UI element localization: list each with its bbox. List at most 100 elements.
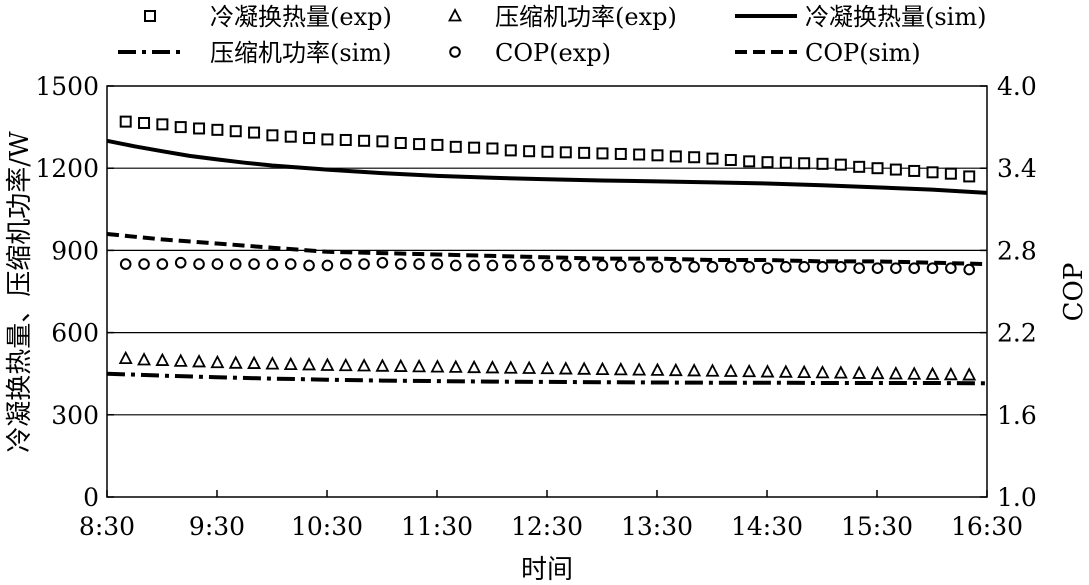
series-2-point xyxy=(503,360,518,374)
series-2-point xyxy=(118,350,133,365)
y-right-tick-label: 2.2 xyxy=(997,319,1037,348)
series-1-point xyxy=(339,133,352,146)
y-left-tick-label: 600 xyxy=(51,319,99,348)
legend-label: COP(exp) xyxy=(495,39,611,67)
series-1-point xyxy=(321,133,334,146)
series-1-point xyxy=(871,162,884,175)
legend-label: 冷凝换热量(exp) xyxy=(210,3,392,31)
series-1-point xyxy=(926,166,939,179)
series-1-point xyxy=(504,144,517,157)
series-5-point xyxy=(339,258,352,270)
tick-labels: 0 1.0 300 1.6 600 2.2 900 2.8 1200 3.4 1500 4.0 8:30… xyxy=(35,72,1036,541)
series-2-point xyxy=(247,355,262,369)
series-5-point xyxy=(688,261,700,273)
series-1-point xyxy=(669,150,682,163)
series-5-point xyxy=(119,258,132,270)
series-2-point xyxy=(925,366,940,380)
x-tick-label: 15:30 xyxy=(841,512,913,541)
series-1-point xyxy=(688,151,701,164)
series-2-point xyxy=(228,355,243,369)
y-right-tick-label: 4.0 xyxy=(997,72,1037,101)
series-5-point xyxy=(853,262,865,275)
series-5-point xyxy=(578,259,590,272)
y-axis-left-label: 冷凝换热量、压缩机功率/W xyxy=(5,131,35,453)
series-2-point xyxy=(192,353,207,368)
x-axis-label: 时间 xyxy=(521,555,573,585)
series-1-point xyxy=(229,125,242,138)
series-1-point xyxy=(743,155,756,168)
axis-ticks xyxy=(106,85,988,498)
series-5-point xyxy=(633,261,645,273)
series-5-point xyxy=(963,263,976,276)
series-1-point xyxy=(523,145,536,158)
series-1-point xyxy=(614,147,627,160)
series-2-point xyxy=(595,361,610,375)
legend-swatch xyxy=(449,46,461,58)
legend-swatch xyxy=(448,8,462,22)
series-2-point xyxy=(485,360,500,374)
series-5-point xyxy=(229,258,242,270)
y-right-tick-label: 1.0 xyxy=(997,483,1037,512)
series-2-point xyxy=(522,360,537,374)
legend: 冷凝换热量(exp) 压缩机功率(exp) 冷凝换热量(sim) 压缩机功率(sim)… xyxy=(118,3,986,67)
series-5-point xyxy=(431,258,444,270)
series-5-point xyxy=(193,258,205,270)
y-left-tick-label: 900 xyxy=(51,236,99,265)
series-1-point xyxy=(908,164,921,177)
legend-label: COP(sim) xyxy=(805,39,921,67)
x-tick-label: 10:30 xyxy=(291,512,363,541)
series-1-point xyxy=(284,130,297,143)
series-1-point xyxy=(211,123,224,136)
series-2-point xyxy=(577,361,592,375)
y-left-tick-label: 300 xyxy=(51,401,99,430)
series-2-point xyxy=(210,354,225,369)
series-5-point xyxy=(835,261,847,273)
series-2-point xyxy=(852,365,867,379)
series-1-point xyxy=(853,160,866,173)
series-5-point xyxy=(321,259,334,272)
legend-item-1: 冷凝换热量(exp) xyxy=(144,3,392,31)
series-2-point xyxy=(705,363,720,377)
series-1-point xyxy=(706,152,719,165)
series-2-point xyxy=(137,352,152,366)
series-2-point xyxy=(632,362,647,376)
series-2-point xyxy=(467,359,482,374)
series-5-point xyxy=(871,262,884,275)
legend-label: 压缩机功率(exp) xyxy=(495,3,677,31)
series-1-point xyxy=(174,121,187,134)
series-5-point xyxy=(651,261,664,273)
x-tick-label: 16:30 xyxy=(951,512,1023,541)
series-2-point xyxy=(815,364,830,379)
series-2-point xyxy=(943,366,958,381)
series-1-point xyxy=(596,147,609,160)
series-1-point xyxy=(963,170,976,183)
series-1-point xyxy=(541,145,554,158)
series-5-point xyxy=(725,261,737,273)
series-1-point xyxy=(633,148,646,161)
series-1-point xyxy=(248,126,261,139)
series-5-point xyxy=(945,262,957,275)
series-6-line xyxy=(106,232,988,267)
series-2-point xyxy=(265,356,280,370)
series-2-point xyxy=(338,357,353,372)
legend-item-2: 压缩机功率(exp) xyxy=(448,3,677,31)
y-left-tick-label: 1200 xyxy=(35,154,99,183)
series-2-point xyxy=(888,366,903,380)
legend-swatch xyxy=(144,10,156,22)
series-5-point xyxy=(504,259,517,272)
x-tick-label: 12:30 xyxy=(511,512,583,541)
series-2-point xyxy=(723,363,738,377)
legend-item-5: COP(exp) xyxy=(449,39,611,67)
series-5-point xyxy=(670,261,682,273)
legend-label: 冷凝换热量(sim) xyxy=(805,3,986,31)
series-1-point xyxy=(816,157,829,170)
series-5-point xyxy=(908,262,920,275)
series-1-point xyxy=(944,167,957,180)
series-2-point xyxy=(357,358,372,372)
series-2-point xyxy=(797,364,812,379)
y-right-tick-label: 2.8 xyxy=(997,236,1037,265)
series-1-point xyxy=(724,153,737,166)
series-2-point xyxy=(907,366,922,380)
series-1-point xyxy=(559,146,572,159)
series-5-point xyxy=(559,259,572,272)
